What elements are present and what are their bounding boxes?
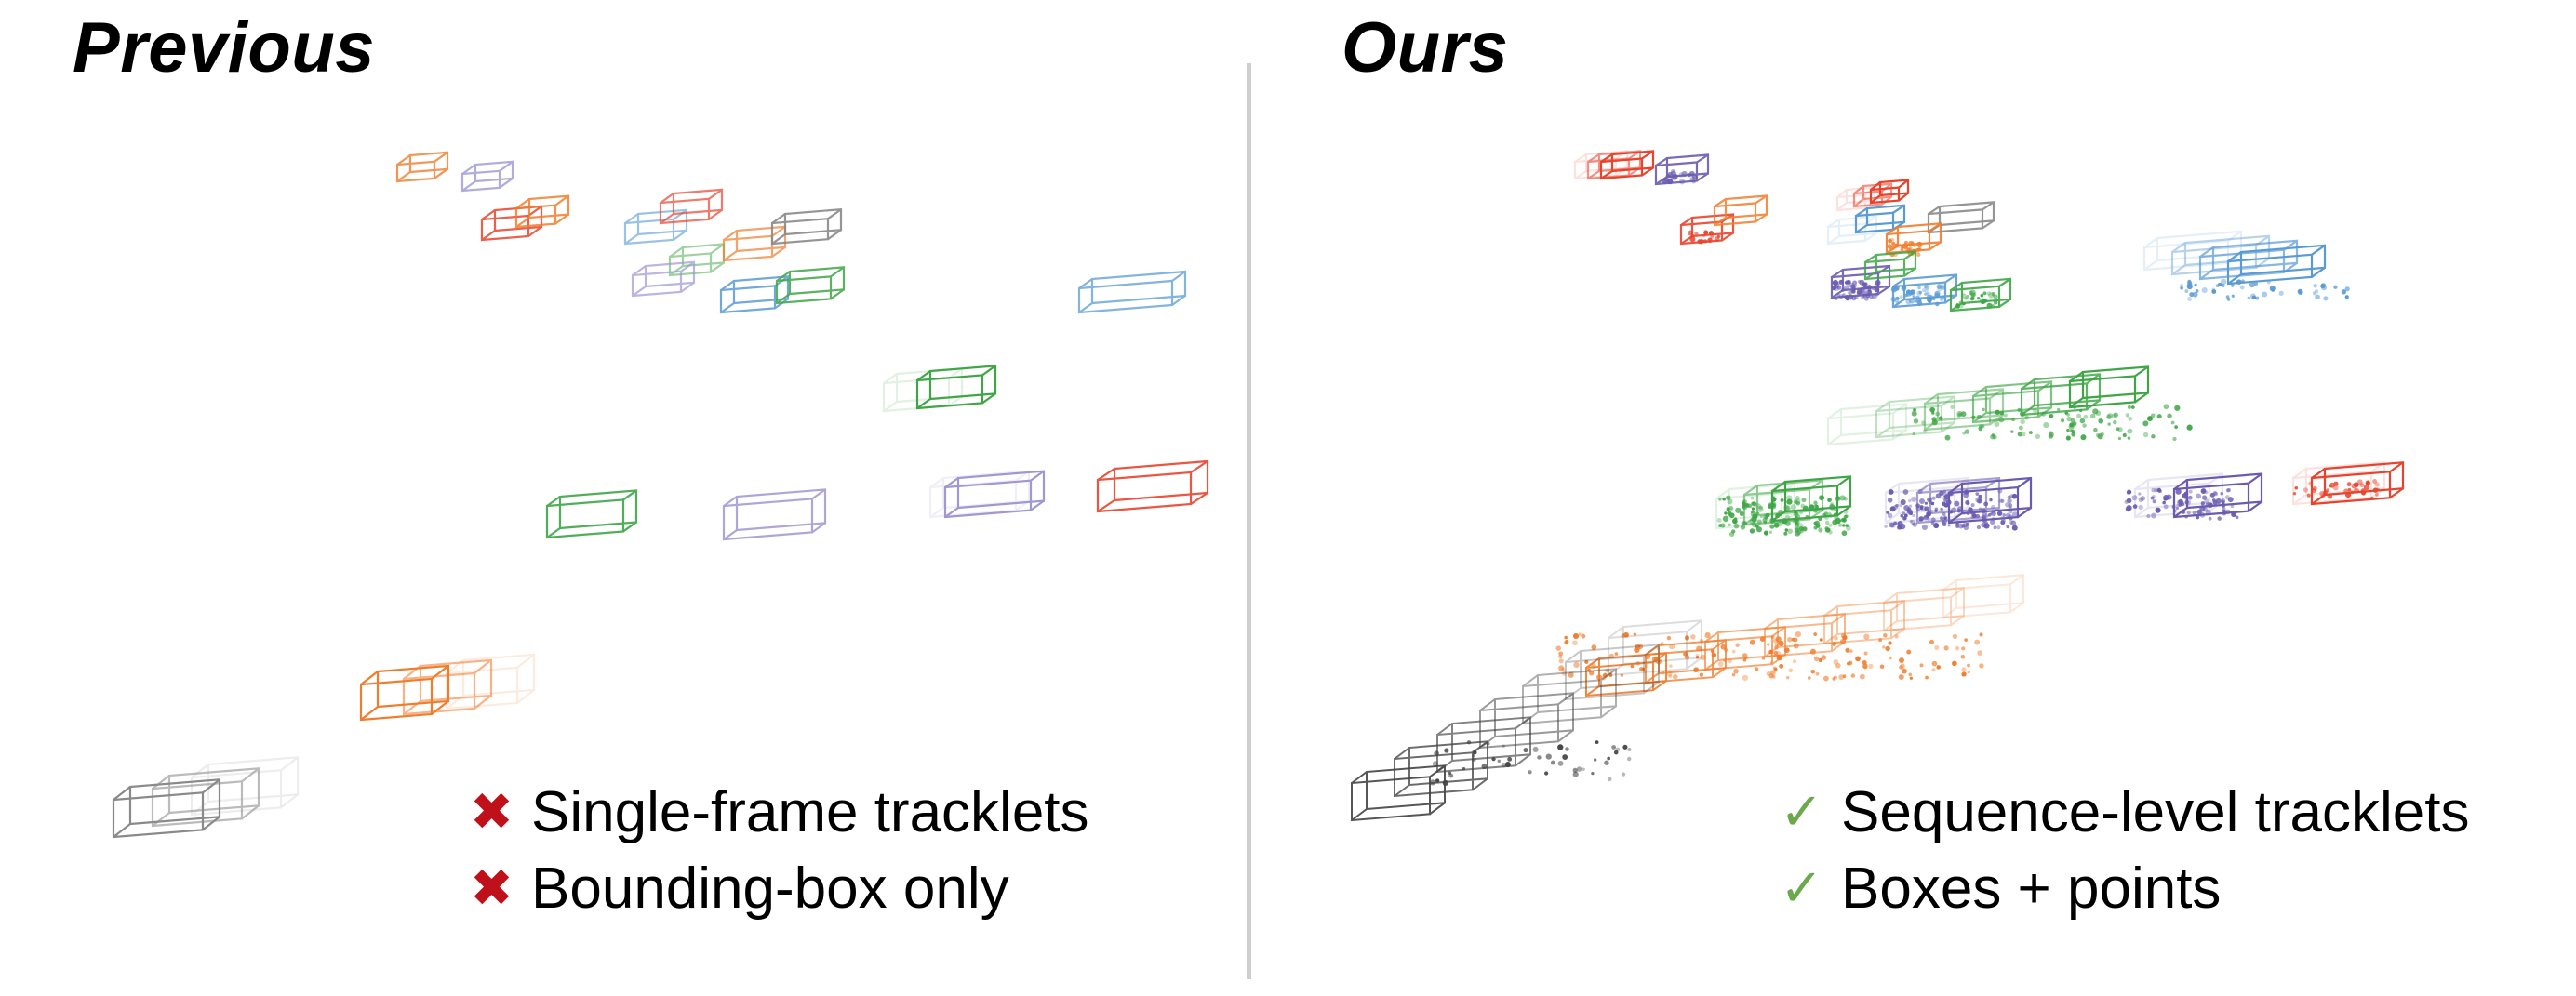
cross-icon: ✖ bbox=[470, 782, 514, 841]
check-icon: ✓ bbox=[1780, 782, 1823, 841]
ours-panel: Ours ✓ Sequence-level tracklets ✓ Boxes … bbox=[1251, 0, 2576, 996]
ours-title: Ours bbox=[1341, 8, 1509, 87]
previous-scene bbox=[112, 151, 1209, 839]
tracklet-box bbox=[2291, 461, 2386, 506]
tracklet-box bbox=[1826, 215, 1878, 246]
point-cloud bbox=[1716, 495, 1851, 538]
tracklet-box bbox=[770, 208, 843, 246]
tracklet-box bbox=[1573, 150, 1629, 180]
tracklet-box bbox=[1565, 644, 1660, 701]
tracklet-box bbox=[1586, 150, 1642, 180]
legend-text: Bounding-box only bbox=[531, 856, 1009, 921]
tracklet-box bbox=[1826, 403, 1908, 446]
tracklet-box bbox=[151, 767, 260, 828]
point-cloud bbox=[1884, 488, 2019, 531]
legend-item-bbox-only: ✖ Bounding-box only bbox=[470, 850, 1089, 926]
legend-item-boxes-points: ✓ Boxes + points bbox=[1780, 850, 2469, 926]
tracklet-box bbox=[631, 260, 696, 298]
tracklet-box bbox=[1863, 250, 1917, 281]
legend-text: Sequence-level tracklets bbox=[1841, 779, 2470, 844]
tracklet-box bbox=[1823, 600, 1905, 645]
tracklet-box bbox=[1479, 692, 1574, 750]
tracklet-box bbox=[1764, 613, 1846, 658]
tracklet-box bbox=[395, 151, 449, 183]
tracklet-box bbox=[1852, 182, 1893, 208]
point-cloud bbox=[1429, 740, 1632, 786]
tracklet-box bbox=[480, 205, 543, 242]
tracklet-box bbox=[623, 208, 688, 246]
previous-title: Previous bbox=[73, 8, 376, 87]
point-cloud bbox=[2124, 487, 2239, 521]
tracklet-box bbox=[1713, 194, 1768, 227]
tracklet-box bbox=[775, 266, 846, 305]
tracklet-box bbox=[514, 194, 570, 229]
legend-text: Single-frame tracklets bbox=[531, 779, 1089, 844]
point-cloud bbox=[1662, 168, 1698, 185]
tracklet-box bbox=[190, 756, 300, 817]
tracklet-box bbox=[1942, 574, 2024, 619]
tracklet-box bbox=[1770, 475, 1852, 523]
tracklet-box bbox=[915, 365, 997, 410]
tracklet-box bbox=[1599, 150, 1655, 180]
point-cloud bbox=[1911, 404, 2193, 442]
point-cloud bbox=[1831, 279, 1881, 301]
tracklet-box bbox=[659, 188, 724, 225]
tracklet-box bbox=[1869, 179, 1910, 205]
cross-icon: ✖ bbox=[470, 858, 514, 917]
legend-item-single-frame: ✖ Single-frame tracklets bbox=[470, 774, 1089, 850]
legend-item-sequence-level: ✓ Sequence-level tracklets bbox=[1780, 774, 2469, 850]
previous-legend: ✖ Single-frame tracklets ✖ Bounding-box … bbox=[470, 774, 1089, 926]
tracklet-box bbox=[1096, 459, 1209, 513]
point-cloud bbox=[2292, 479, 2380, 500]
point-cloud bbox=[1555, 631, 1984, 682]
point-cloud bbox=[1688, 230, 1721, 245]
tracklet-box bbox=[668, 243, 726, 277]
point-cloud bbox=[1890, 284, 1946, 307]
tracklet-box bbox=[2226, 244, 2327, 286]
tracklet-box bbox=[1704, 626, 1786, 671]
tracklet-box bbox=[1436, 716, 1531, 774]
tracklet-box bbox=[722, 488, 827, 541]
panel-divider bbox=[1247, 63, 1251, 979]
tracklet-box bbox=[2068, 365, 2150, 409]
tracklet-box bbox=[943, 470, 1046, 519]
tracklet-box bbox=[359, 664, 450, 722]
previous-panel: Previous ✖ Single-frame tracklets ✖ Boun… bbox=[0, 0, 1247, 996]
tracklet-box bbox=[1927, 201, 1995, 234]
tracklet-box bbox=[445, 653, 536, 710]
point-cloud bbox=[2180, 278, 2350, 302]
tracklet-box bbox=[2133, 472, 2224, 519]
tracklet-box bbox=[402, 658, 493, 716]
check-icon: ✓ bbox=[1780, 858, 1823, 917]
tracklet-box bbox=[1608, 619, 1702, 677]
tracklet-box bbox=[719, 275, 790, 314]
tracklet-box bbox=[112, 778, 221, 839]
point-cloud bbox=[1955, 289, 1998, 309]
tracklet-box bbox=[1522, 668, 1617, 725]
tracklet-box bbox=[460, 160, 514, 193]
ours-scene bbox=[1351, 150, 2405, 822]
legend-text: Boxes + points bbox=[1841, 856, 2222, 921]
ours-legend: ✓ Sequence-level tracklets ✓ Boxes + poi… bbox=[1780, 774, 2469, 926]
tracklet-box bbox=[1883, 587, 1965, 632]
tracklet-box bbox=[545, 489, 638, 539]
tracklet-box bbox=[1077, 270, 1187, 314]
